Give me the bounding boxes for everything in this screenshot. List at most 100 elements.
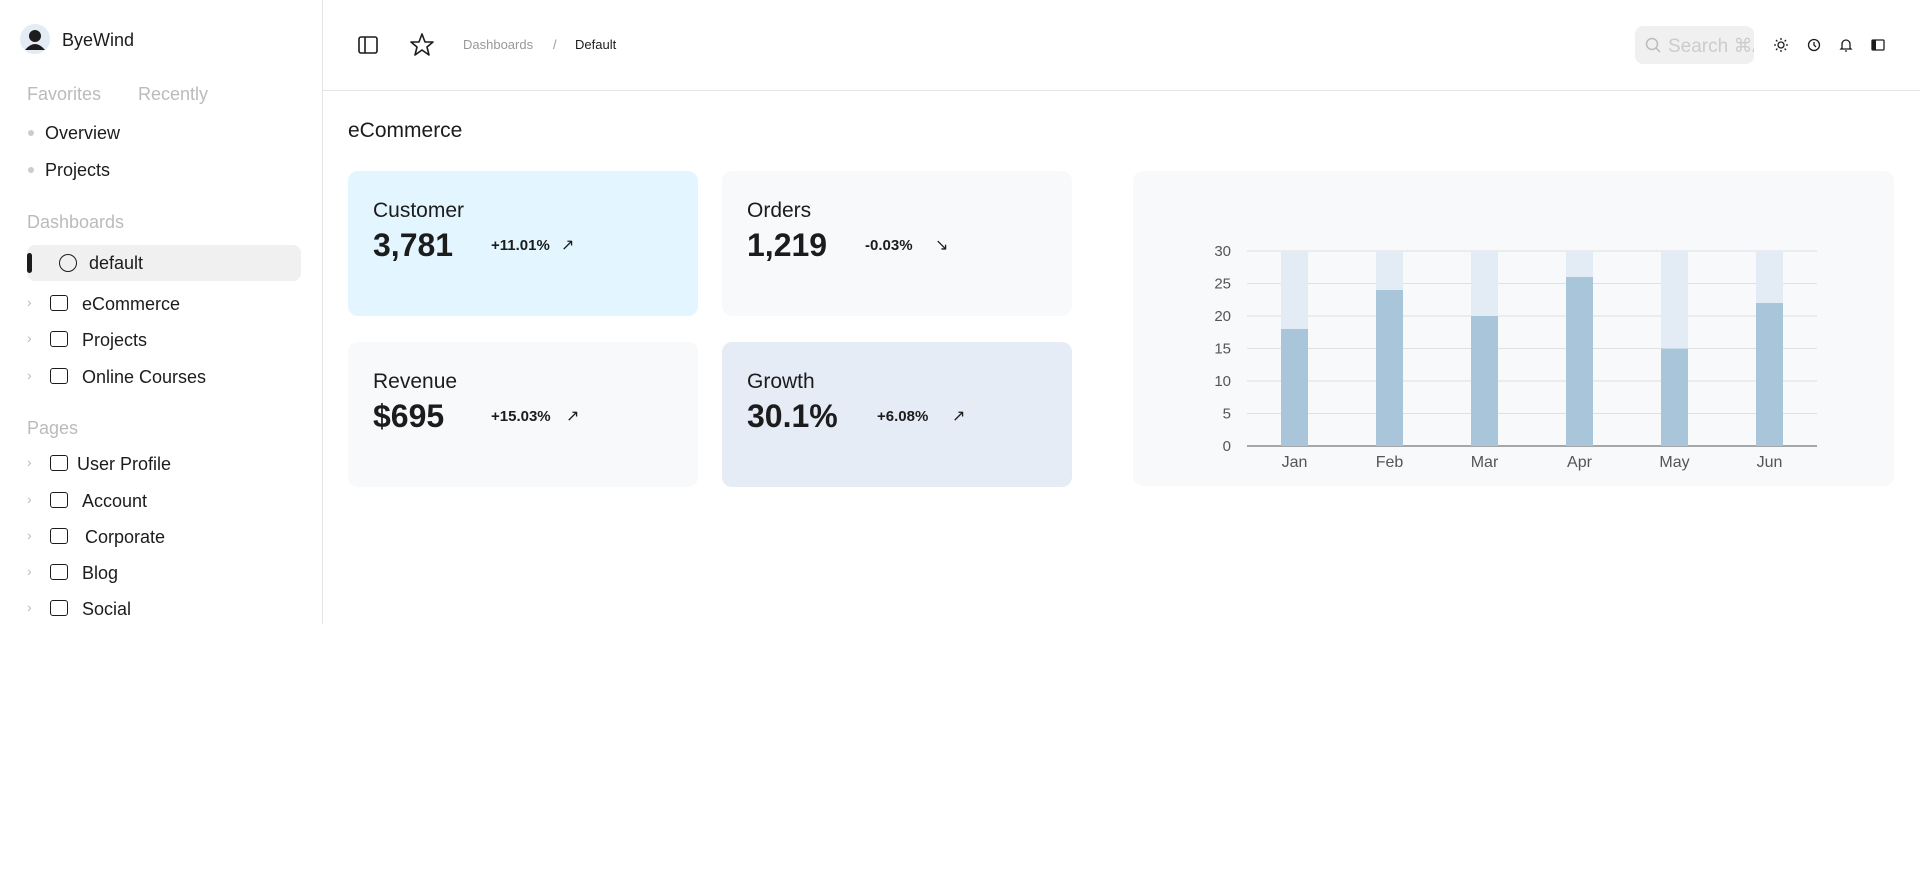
breadcrumb-separator: / xyxy=(553,37,557,52)
y-tick-label: 20 xyxy=(1214,308,1231,325)
notification-button[interactable] xyxy=(1838,37,1854,53)
chevron: › xyxy=(27,454,32,470)
bar xyxy=(1756,303,1783,446)
section-heading: Pages xyxy=(27,418,79,438)
favorite-link[interactable]: Projects xyxy=(45,160,111,180)
stat-card: Growth 30.1% +6.08% ↗ xyxy=(722,342,1072,487)
nav-icon xyxy=(50,564,68,580)
sidebar-tab[interactable]: Recently xyxy=(138,84,209,104)
chevron: › xyxy=(27,599,32,615)
header: Dashboards / Default Search ⌘/ xyxy=(323,0,1920,91)
bar xyxy=(1471,316,1498,446)
chevron: › xyxy=(27,330,32,346)
nav-icon xyxy=(50,600,68,616)
card-value: 3,781 xyxy=(373,227,454,263)
card-change: -0.03% xyxy=(865,237,913,254)
chevron: › xyxy=(27,527,32,543)
x-tick-label: Jan xyxy=(1282,454,1308,471)
x-tick-label: Mar xyxy=(1471,454,1499,471)
y-tick-label: 15 xyxy=(1214,341,1231,358)
bar xyxy=(1471,251,1498,316)
favorite-link[interactable]: Overview xyxy=(45,123,121,143)
card-value: 1,219 xyxy=(747,227,828,263)
bar xyxy=(1376,251,1403,290)
x-tick-label: Apr xyxy=(1567,454,1593,471)
card-change: +11.01% xyxy=(491,237,550,254)
nav-link[interactable]: Corporate xyxy=(85,527,166,547)
bar xyxy=(1661,348,1688,446)
trend-icon: ↗ xyxy=(561,237,575,254)
panel-toggle[interactable] xyxy=(1870,37,1886,53)
bar xyxy=(1661,251,1688,349)
nav-icon xyxy=(59,254,77,272)
nav-link[interactable]: Projects xyxy=(82,330,148,350)
card-change: +15.03% xyxy=(491,408,551,425)
sidebar: ByeWind Favorites Recently Overview Project… xyxy=(0,0,323,624)
star-button[interactable] xyxy=(409,32,435,58)
card-change: +6.08% xyxy=(877,408,929,425)
search-placeholder: Search ⌘/ xyxy=(1668,36,1754,57)
chevron: › xyxy=(27,367,32,383)
nav-link[interactable]: eCommerce xyxy=(82,294,181,314)
trend-icon: ↗ xyxy=(566,408,580,425)
search-icon xyxy=(1645,37,1661,53)
card-label: Growth xyxy=(747,370,815,393)
page-title: eCommerce xyxy=(348,119,463,142)
card-label: Customer xyxy=(373,199,465,222)
theme-button[interactable] xyxy=(1773,37,1789,53)
nav-link[interactable]: Account xyxy=(82,491,148,511)
y-tick-label: 30 xyxy=(1214,243,1231,260)
chart: 0 5 10 15 20 25 30 Jan Feb Mar Apr May Jun xyxy=(1214,243,1817,471)
trend-icon: ↗ xyxy=(952,408,966,425)
stat-card: Customer 3,781 +11.01% ↗ xyxy=(348,171,698,316)
bar xyxy=(1566,277,1593,446)
stat-card: Revenue $695 +15.03% ↗ xyxy=(348,342,698,487)
nav-icon xyxy=(50,492,68,508)
bullet xyxy=(28,167,34,173)
nav-icon xyxy=(50,528,68,544)
card-value: $695 xyxy=(373,398,445,434)
chart-panel: 0 5 10 15 20 25 30 Jan Feb Mar Apr May Jun xyxy=(1133,171,1894,486)
search-box[interactable]: Search ⌘/ xyxy=(1635,26,1754,64)
bar xyxy=(1281,251,1308,329)
selected-indicator xyxy=(27,253,32,273)
stat-card: Orders 1,219 -0.03% ↘ xyxy=(722,171,1072,316)
breadcrumb[interactable]: Default xyxy=(575,37,617,52)
nav-icon xyxy=(50,295,68,311)
x-tick-label: May xyxy=(1659,454,1689,471)
bar xyxy=(1566,251,1593,277)
x-tick-label: Jun xyxy=(1757,454,1783,471)
nav-link[interactable]: default xyxy=(89,253,144,273)
card-label: Orders xyxy=(747,199,812,222)
y-tick-label: 10 xyxy=(1214,373,1231,390)
nav-icon xyxy=(50,368,68,384)
y-tick-label: 0 xyxy=(1223,438,1231,455)
bar xyxy=(1281,329,1308,446)
trend-icon: ↘ xyxy=(935,237,949,254)
chevron: › xyxy=(27,563,32,579)
nav-link[interactable]: Blog xyxy=(82,563,119,583)
avatar xyxy=(20,24,50,54)
breadcrumb[interactable]: Dashboards xyxy=(463,37,534,52)
y-tick-label: 25 xyxy=(1214,276,1231,293)
nav-link[interactable]: User Profile xyxy=(77,454,172,474)
card-value: 30.1% xyxy=(747,398,838,434)
section-heading: Dashboards xyxy=(27,212,125,232)
sidebar-tab[interactable]: Favorites xyxy=(27,84,102,104)
history-button[interactable] xyxy=(1806,37,1822,53)
bar xyxy=(1376,290,1403,446)
nav-icon xyxy=(50,455,68,471)
chevron: › xyxy=(27,491,32,507)
bullet xyxy=(28,130,34,136)
bar xyxy=(1756,251,1783,303)
user-name: ByeWind xyxy=(62,30,135,50)
x-tick-label: Feb xyxy=(1376,454,1404,471)
chevron: › xyxy=(27,294,32,310)
nav-link[interactable]: Online Courses xyxy=(82,367,207,387)
card-label: Revenue xyxy=(373,370,458,393)
nav-icon xyxy=(50,331,68,347)
sidebar-toggle[interactable] xyxy=(357,34,379,56)
y-tick-label: 5 xyxy=(1223,406,1231,423)
nav-link[interactable]: Social xyxy=(82,599,132,619)
